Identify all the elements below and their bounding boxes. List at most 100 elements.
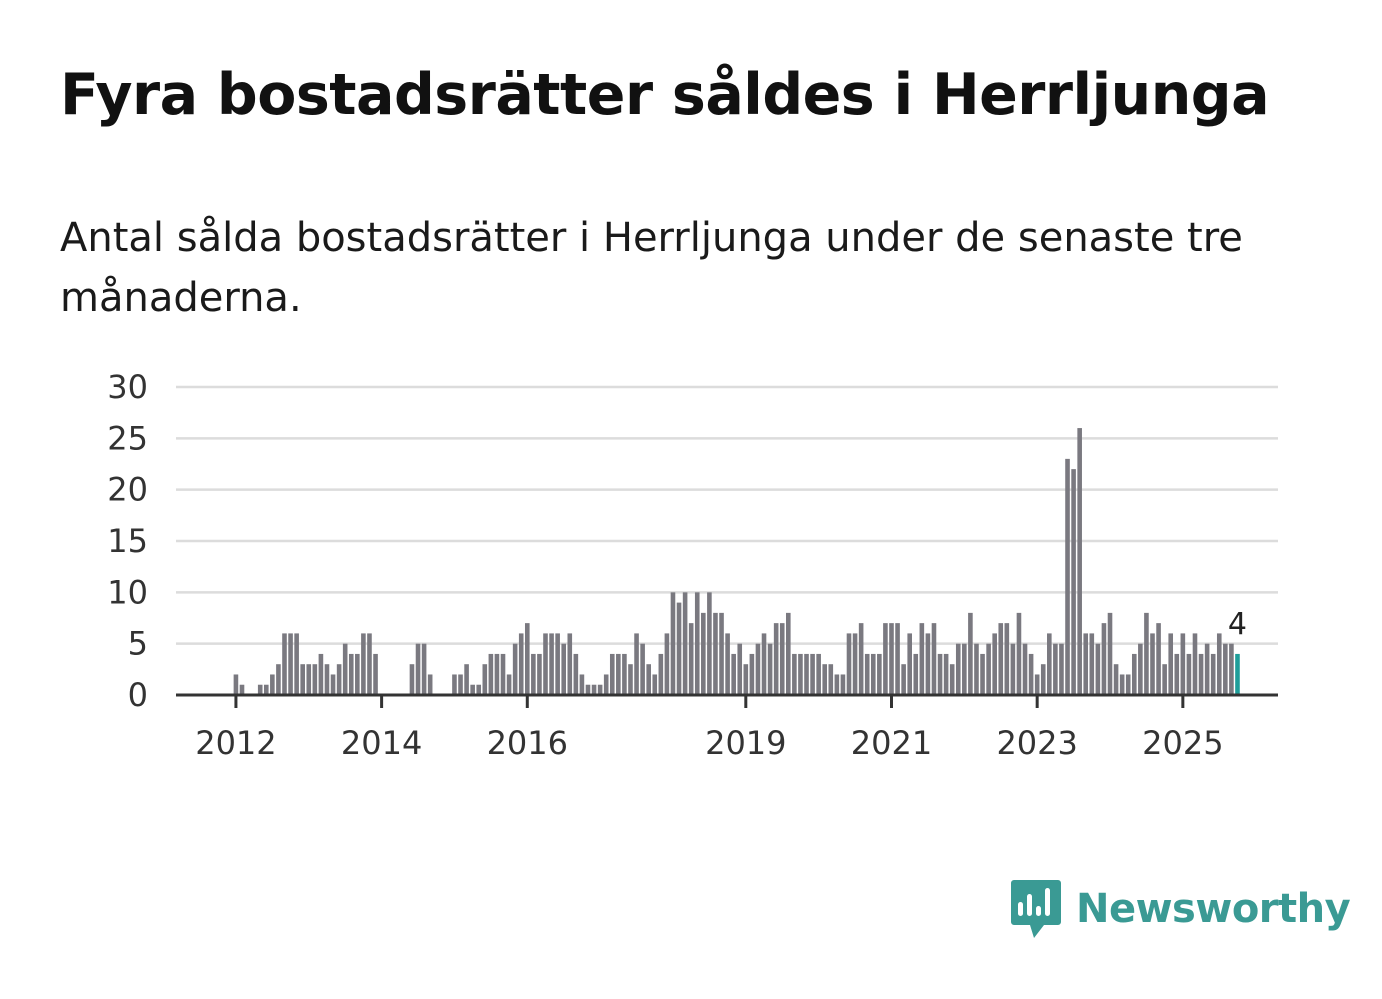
- newsworthy-logo-icon: [1011, 880, 1061, 938]
- bar: [658, 653, 664, 695]
- bar: [646, 664, 651, 695]
- bar: [1022, 643, 1028, 695]
- y-tick-label: 10: [107, 573, 148, 611]
- y-tick-label: 25: [107, 419, 148, 457]
- bar: [524, 623, 530, 695]
- bar: [1101, 623, 1107, 695]
- bar: [421, 643, 427, 695]
- bar: [676, 602, 682, 695]
- bar: [355, 653, 360, 695]
- bar: [239, 684, 245, 695]
- bar: [1119, 674, 1125, 695]
- bar: [743, 664, 749, 695]
- bar: [792, 653, 797, 695]
- bar: [1125, 674, 1131, 695]
- bar: [470, 684, 475, 695]
- bar: [883, 623, 888, 695]
- bar: [1138, 643, 1143, 695]
- bar: [1016, 612, 1022, 695]
- y-tick-label: 30: [107, 368, 148, 406]
- bar: [567, 633, 573, 695]
- bar: [913, 653, 919, 695]
- bar: [427, 674, 433, 695]
- bar-highlight: [1235, 653, 1240, 695]
- bar: [1192, 633, 1198, 695]
- bar: [270, 674, 275, 695]
- bar: [694, 592, 700, 695]
- bar: [537, 653, 542, 695]
- bar: [1113, 664, 1119, 695]
- bar: [300, 664, 305, 695]
- bar: [707, 592, 712, 695]
- x-tick-label: 2021: [851, 724, 932, 762]
- bar: [737, 643, 743, 695]
- y-tick-label: 0: [128, 676, 148, 714]
- bar: [852, 633, 858, 695]
- bar: [318, 653, 324, 695]
- bar: [482, 664, 488, 695]
- bars: [233, 428, 1240, 695]
- bar: [640, 643, 645, 695]
- bar: [804, 653, 809, 695]
- y-tick-label: 15: [107, 522, 148, 560]
- bar: [464, 664, 469, 695]
- bar: [1186, 653, 1192, 695]
- bar: [834, 674, 840, 695]
- bar: [609, 653, 615, 695]
- bar: [828, 664, 834, 695]
- bar: [1028, 653, 1034, 695]
- bar: [1168, 633, 1174, 695]
- bar: [1004, 623, 1010, 695]
- bar: [622, 653, 627, 695]
- chart-subtitle: Antal sålda bostadsrätter i Herrljunga u…: [60, 215, 1243, 321]
- x-tick-label: 2023: [996, 724, 1077, 762]
- bar: [773, 623, 779, 695]
- bar: [822, 664, 828, 695]
- bar: [864, 653, 870, 695]
- bar: [458, 674, 463, 695]
- bar: [701, 612, 706, 695]
- bar: [889, 623, 894, 695]
- bar: [628, 664, 633, 695]
- bar: [312, 664, 318, 695]
- bar: [846, 633, 852, 695]
- bar: [1144, 612, 1149, 695]
- bar: [591, 684, 597, 695]
- bar: [518, 633, 524, 695]
- bar: [597, 684, 603, 695]
- bar: [1204, 643, 1210, 695]
- bar: [974, 643, 979, 695]
- bar: [968, 612, 973, 695]
- bar: [901, 664, 906, 695]
- bar: [1210, 653, 1216, 695]
- bar: [1174, 653, 1180, 695]
- bar: [294, 633, 299, 695]
- bar: [336, 664, 342, 695]
- bar: [949, 664, 955, 695]
- data-label: 4: [1228, 607, 1247, 642]
- x-tick-label: 2025: [1142, 724, 1223, 762]
- bar: [786, 612, 791, 695]
- bar: [992, 633, 997, 695]
- bar: [330, 674, 336, 695]
- bar: [779, 623, 785, 695]
- grid-lines: [176, 385, 1278, 645]
- y-tick-label: 20: [107, 471, 148, 509]
- bar: [367, 633, 372, 695]
- bar: [1065, 458, 1070, 695]
- bar: [616, 653, 621, 695]
- bar: [810, 653, 815, 695]
- bar: [713, 612, 718, 695]
- bar: [603, 674, 609, 695]
- bar: [1107, 612, 1113, 695]
- bar: [937, 653, 943, 695]
- bar: [719, 612, 724, 695]
- y-tick-label: 5: [128, 625, 148, 663]
- bar: [877, 653, 882, 695]
- brand-name: Newsworthy: [1076, 886, 1351, 932]
- bar: [1216, 633, 1222, 695]
- bar: [998, 623, 1004, 695]
- bar: [361, 633, 366, 695]
- bar: [1077, 428, 1082, 695]
- bar: [943, 653, 949, 695]
